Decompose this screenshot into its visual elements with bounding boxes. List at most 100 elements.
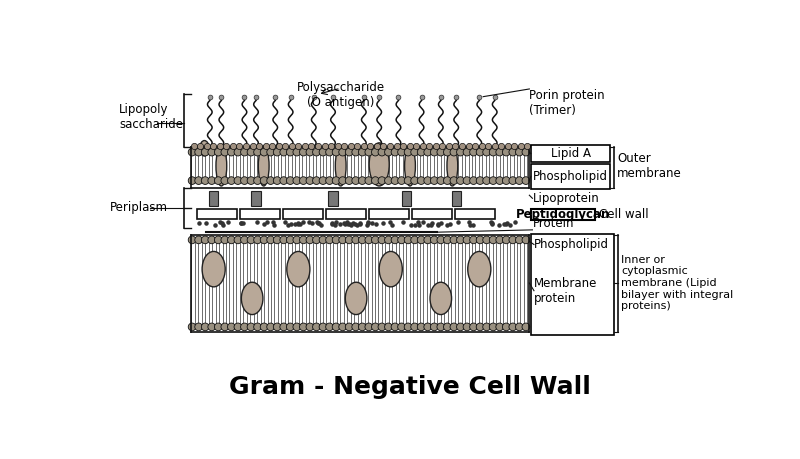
Circle shape xyxy=(313,177,320,185)
Point xyxy=(361,219,374,226)
Circle shape xyxy=(443,236,451,244)
Point xyxy=(329,221,342,228)
Point xyxy=(334,220,346,227)
Point xyxy=(312,220,325,227)
Circle shape xyxy=(202,236,209,244)
Circle shape xyxy=(260,148,268,156)
Circle shape xyxy=(188,323,196,331)
Circle shape xyxy=(299,177,307,185)
Bar xyxy=(251,190,261,206)
Circle shape xyxy=(188,177,196,185)
Circle shape xyxy=(234,236,242,244)
Point xyxy=(346,219,359,227)
Point xyxy=(235,219,248,226)
Circle shape xyxy=(522,148,530,156)
Circle shape xyxy=(430,148,438,156)
Circle shape xyxy=(202,177,209,185)
Circle shape xyxy=(313,323,320,331)
Point xyxy=(464,222,477,229)
Circle shape xyxy=(391,236,399,244)
Circle shape xyxy=(280,177,287,185)
Circle shape xyxy=(398,323,406,331)
Circle shape xyxy=(241,236,248,244)
Circle shape xyxy=(227,148,235,156)
Circle shape xyxy=(437,323,445,331)
Circle shape xyxy=(293,148,301,156)
Bar xyxy=(197,209,237,219)
Point xyxy=(234,220,247,227)
Circle shape xyxy=(221,177,229,185)
Circle shape xyxy=(476,323,484,331)
Circle shape xyxy=(515,177,523,185)
Circle shape xyxy=(450,177,458,185)
Point xyxy=(498,220,510,228)
Point xyxy=(338,221,351,228)
Point xyxy=(354,219,366,227)
Point xyxy=(338,219,351,226)
Circle shape xyxy=(450,148,458,156)
Text: Phospholipid: Phospholipid xyxy=(534,238,609,251)
Circle shape xyxy=(502,177,510,185)
Point xyxy=(466,221,479,229)
Circle shape xyxy=(346,323,353,331)
Ellipse shape xyxy=(447,146,458,186)
Circle shape xyxy=(365,323,373,331)
Circle shape xyxy=(509,148,517,156)
Text: Gram - Negative Cell Wall: Gram - Negative Cell Wall xyxy=(229,375,591,399)
Circle shape xyxy=(332,323,340,331)
Circle shape xyxy=(346,177,353,185)
Circle shape xyxy=(410,148,418,156)
Circle shape xyxy=(247,148,255,156)
Circle shape xyxy=(266,236,274,244)
Point xyxy=(463,218,476,226)
Circle shape xyxy=(247,177,255,185)
Circle shape xyxy=(470,148,478,156)
Circle shape xyxy=(299,323,307,331)
Circle shape xyxy=(208,177,215,185)
Ellipse shape xyxy=(405,146,415,186)
Circle shape xyxy=(496,148,503,156)
Circle shape xyxy=(502,323,510,331)
Circle shape xyxy=(188,148,196,156)
Circle shape xyxy=(450,323,458,331)
Point xyxy=(215,219,228,226)
Circle shape xyxy=(194,177,202,185)
Point xyxy=(281,221,294,229)
Circle shape xyxy=(437,236,445,244)
Circle shape xyxy=(299,236,307,244)
Circle shape xyxy=(430,177,438,185)
Circle shape xyxy=(371,148,379,156)
Point xyxy=(343,220,356,228)
Circle shape xyxy=(365,148,373,156)
Ellipse shape xyxy=(379,252,402,287)
Circle shape xyxy=(352,148,359,156)
Circle shape xyxy=(306,323,314,331)
Circle shape xyxy=(476,177,484,185)
Circle shape xyxy=(260,323,268,331)
Point xyxy=(413,221,426,228)
Circle shape xyxy=(482,323,490,331)
Circle shape xyxy=(326,323,334,331)
Circle shape xyxy=(293,177,301,185)
Circle shape xyxy=(378,177,386,185)
Circle shape xyxy=(463,236,471,244)
Point xyxy=(361,221,374,228)
Circle shape xyxy=(286,148,294,156)
Circle shape xyxy=(378,323,386,331)
Circle shape xyxy=(515,323,523,331)
Point xyxy=(312,219,325,226)
Bar xyxy=(531,164,610,189)
Circle shape xyxy=(227,177,235,185)
Circle shape xyxy=(194,236,202,244)
Circle shape xyxy=(274,236,281,244)
Point xyxy=(236,219,249,227)
Point xyxy=(222,218,234,226)
Bar xyxy=(402,190,410,206)
Circle shape xyxy=(457,236,464,244)
Circle shape xyxy=(522,177,530,185)
Circle shape xyxy=(385,236,392,244)
Circle shape xyxy=(470,177,478,185)
Circle shape xyxy=(202,323,209,331)
Circle shape xyxy=(358,236,366,244)
Circle shape xyxy=(371,236,379,244)
